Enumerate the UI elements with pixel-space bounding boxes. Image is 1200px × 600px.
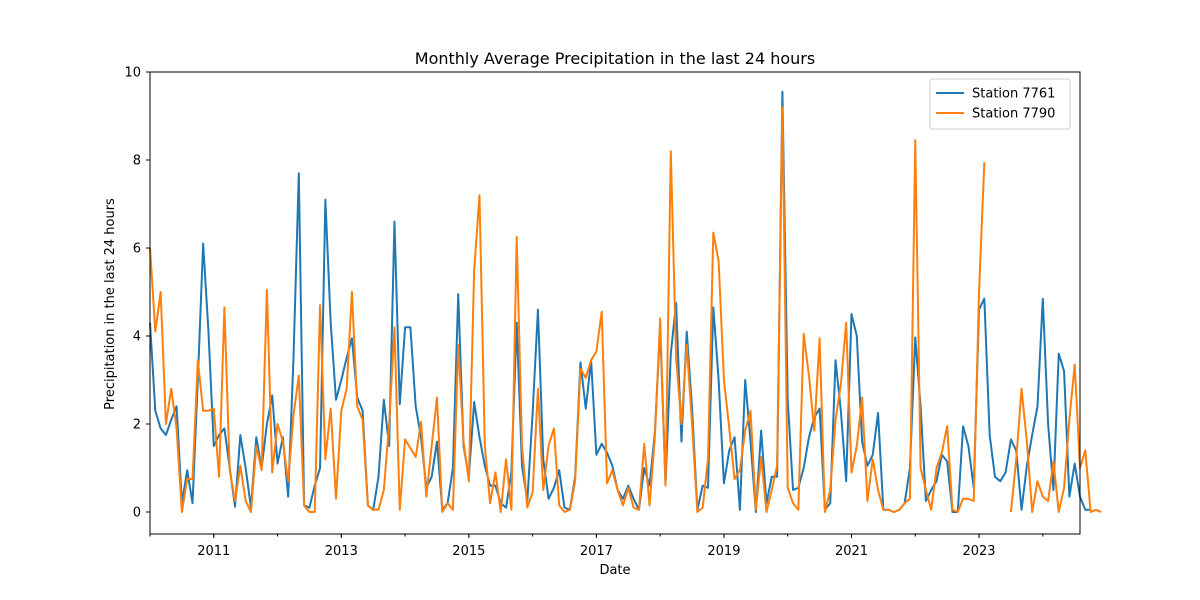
y-tick-label: 6	[133, 242, 141, 257]
legend-box	[929, 78, 1071, 130]
y-tick-label: 2	[133, 418, 141, 433]
legend-label: Station 7790	[972, 107, 1055, 122]
x-tick-label: 2023	[962, 544, 995, 559]
plot-area	[149, 71, 1102, 535]
y-tick-label: 8	[133, 154, 141, 169]
y-tick-label: 4	[133, 330, 141, 345]
x-tick-label: 2019	[707, 544, 740, 559]
x-tick-label: 2017	[580, 544, 613, 559]
y-tick-label: 0	[133, 506, 141, 521]
y-axis: 0 2 4 6 8 10	[124, 66, 150, 521]
x-axis-label: Date	[599, 563, 630, 578]
x-tick-label: 2021	[835, 544, 868, 559]
x-axis: 2011 2013 2015 2017 2019 2021 2023	[149, 534, 1044, 559]
y-tick-label: 10	[124, 66, 141, 81]
x-tick-label: 2011	[197, 544, 230, 559]
legend: Station 7761 Station 7790	[929, 78, 1071, 130]
series-line-2	[149, 106, 1102, 513]
x-tick-label: 2015	[452, 544, 485, 559]
x-tick-label: 2013	[325, 544, 358, 559]
chart-title: Monthly Average Precipitation in the las…	[415, 49, 815, 68]
y-axis-label: Precipitation in the last 24 hours	[103, 198, 118, 410]
axes-frame	[149, 71, 1081, 535]
legend-label: Station 7761	[972, 87, 1055, 102]
